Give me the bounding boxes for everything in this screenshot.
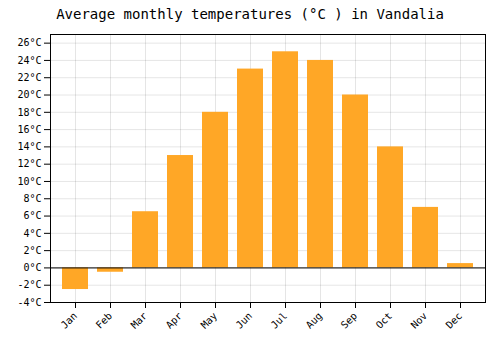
svg-text:24°C: 24°C [17, 55, 41, 66]
svg-text:Feb: Feb [94, 310, 115, 331]
svg-text:-4°C: -4°C [17, 297, 41, 308]
svg-text:16°C: 16°C [17, 124, 41, 135]
svg-text:14°C: 14°C [17, 141, 41, 152]
svg-text:2°C: 2°C [23, 245, 41, 256]
svg-text:20°C: 20°C [17, 89, 41, 100]
svg-text:12°C: 12°C [17, 158, 41, 169]
svg-text:22°C: 22°C [17, 72, 41, 83]
svg-text:8°C: 8°C [23, 193, 41, 204]
svg-text:10°C: 10°C [17, 176, 41, 187]
svg-text:Apr: Apr [164, 310, 185, 331]
svg-text:4°C: 4°C [23, 228, 41, 239]
svg-text:Sep: Sep [339, 310, 360, 331]
svg-text:6°C: 6°C [23, 210, 41, 221]
svg-text:Jul: Jul [269, 310, 290, 331]
svg-text:Dec: Dec [444, 310, 465, 331]
html-text:Average monthly temperatures (: Average monthly temperatures (°C ) in Va… [56, 6, 444, 22]
svg-text:Oct: Oct [374, 310, 395, 331]
svg-text:-2°C: -2°C [17, 279, 41, 290]
svg-text:Jan: Jan [59, 310, 80, 331]
svg-text:18°C: 18°C [17, 107, 41, 118]
svg-text:Jun: Jun [234, 310, 255, 331]
svg-text:0°C: 0°C [23, 262, 41, 273]
svg-text:Mar: Mar [129, 310, 150, 331]
svg-text:Aug: Aug [304, 310, 325, 331]
svg-text:Nov: Nov [409, 310, 430, 331]
svg-text:May: May [199, 310, 220, 331]
svg-text:26°C: 26°C [17, 37, 41, 48]
